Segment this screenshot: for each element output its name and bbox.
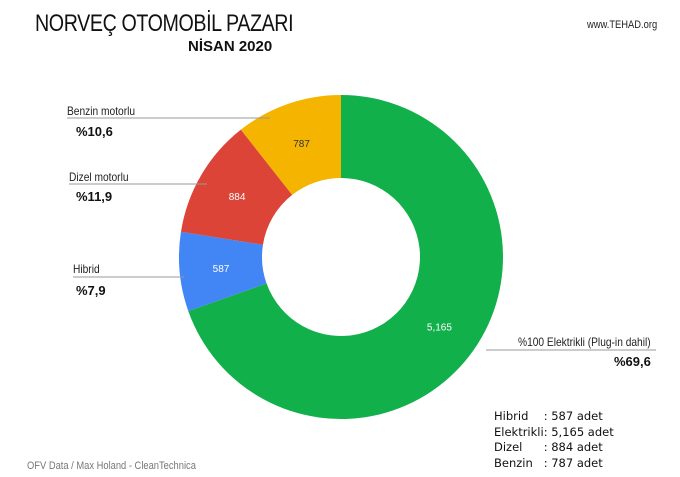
summary-row: Hibrid: 587 adet — [494, 409, 603, 423]
site-label: www.TEHAD.org — [587, 19, 658, 31]
slice-1 — [179, 231, 267, 312]
legend-pct-benzin: %10,6 — [76, 124, 113, 139]
slice-value-label: 587 — [213, 264, 230, 275]
legend-label-benzin: Benzin motorlu — [67, 104, 136, 118]
legend-label-hibrid: Hibrid — [73, 262, 100, 276]
slice-2 — [180, 129, 293, 245]
summary-row: Benzin: 787 adet — [494, 455, 603, 470]
source-note: OFV Data / Max Holand - CleanTechnica — [27, 460, 196, 472]
chart-title: NORVEÇ OTOMOBİL PAZARI — [35, 10, 294, 37]
summary-row: Elektrikli: 5,165 adet — [494, 424, 614, 439]
slice-0 — [188, 95, 503, 420]
legend-label-dizel: Dizel motorlu — [69, 170, 129, 184]
legend-pct-hibrid: %7,9 — [76, 283, 106, 298]
slice-3 — [240, 95, 341, 195]
slice-value-label: 5,165 — [427, 323, 452, 334]
slice-value-label: 787 — [293, 139, 310, 150]
legend-pct-dizel: %11,9 — [76, 189, 113, 204]
slice-value-label: 884 — [229, 192, 246, 203]
chart-subtitle: NİSAN 2020 — [188, 38, 273, 55]
legend-pct-elektrikli: %69,6 — [614, 354, 651, 369]
summary-table: Hibrid: 587 adet Elektrikli: 5,165 adet … — [494, 409, 614, 471]
summary-row: Dizel: 884 adet — [494, 440, 603, 454]
legend-label-elektrikli: %100 Elektrikli (Plug-in dahil) — [518, 335, 651, 349]
